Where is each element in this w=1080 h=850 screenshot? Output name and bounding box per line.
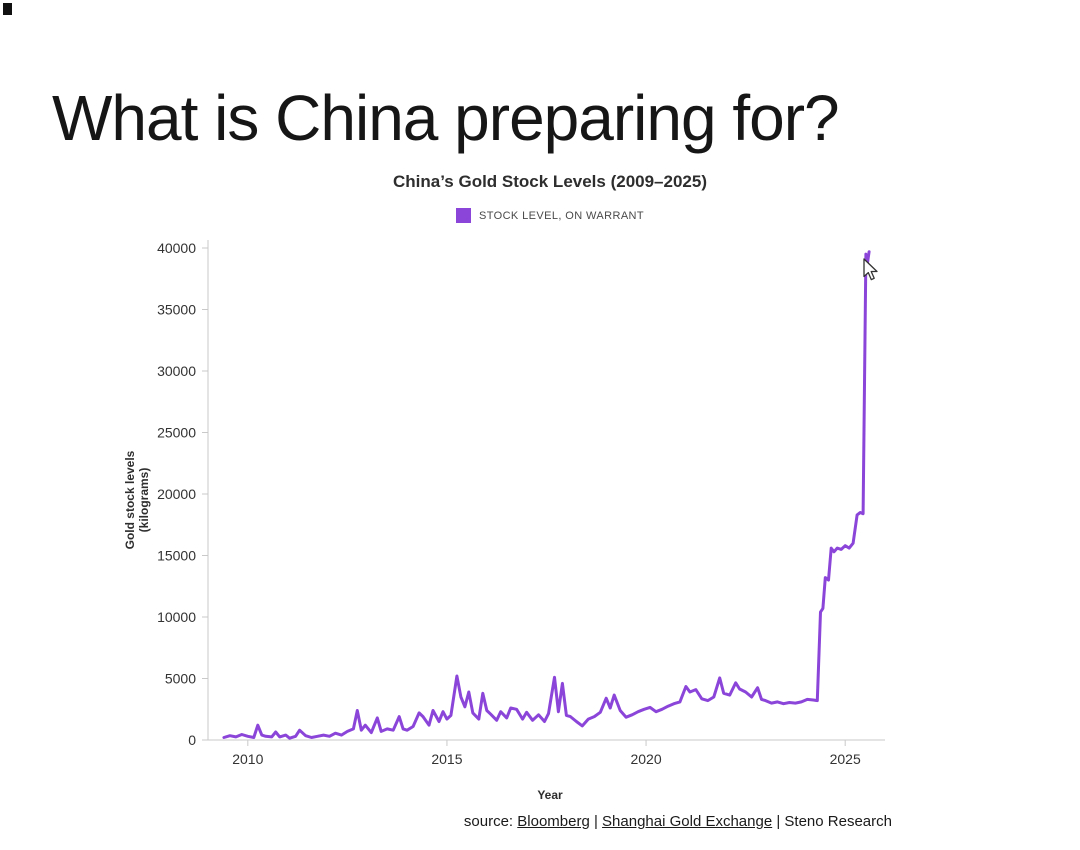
source-link-bloomberg[interactable]: Bloomberg [517,813,590,830]
x-axis-label: Year [537,788,563,802]
y-tick-label: 40000 [157,240,196,256]
source-rest: Steno Research [784,813,892,830]
source-line: source: Bloomberg | Shanghai Gold Exchan… [464,813,892,830]
y-tick-label: 0 [188,732,196,748]
y-tick-label: 30000 [157,363,196,379]
y-tick-label: 15000 [157,548,196,564]
source-link-shanghai-gold-exchange[interactable]: Shanghai Gold Exchange [602,813,773,830]
source-separator: | [589,813,603,830]
y-tick-label: 35000 [157,302,196,318]
x-tick-label: 2020 [630,751,661,767]
series-line [222,250,871,740]
page-title: What is China preparing for? [52,81,840,154]
corner-artifact [3,3,12,15]
y-tick-label: 10000 [157,609,196,625]
chart-title: China’s Gold Stock Levels (2009–2025) [392,172,707,191]
y-tick-label: 25000 [157,425,196,441]
source-separator: | [772,813,785,830]
chart-legend: STOCK LEVEL, ON WARRANT [210,208,890,223]
x-tick-label: 2010 [232,751,263,767]
x-tick-label: 2025 [830,751,861,767]
y-tick-label: 5000 [165,671,196,687]
x-tick-label: 2015 [431,751,462,767]
mouse-cursor-icon [863,258,878,281]
source-prefix: source: [463,813,518,830]
y-tick-label: 20000 [157,486,196,502]
legend-swatch-icon [455,208,471,223]
legend-label: STOCK LEVEL, ON WARRANT [478,209,645,222]
